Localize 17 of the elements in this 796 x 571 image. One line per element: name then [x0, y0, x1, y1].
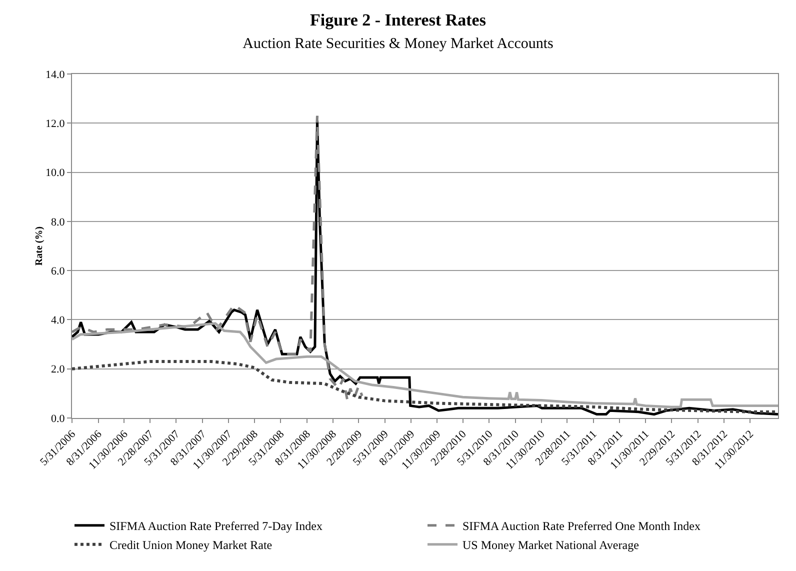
chart-title: Figure 2 - Interest Rates	[310, 10, 486, 30]
y-tick-label: 14.0	[46, 68, 66, 81]
y-tick-label: 6.0	[51, 265, 66, 278]
y-tick-label: 8.0	[51, 216, 66, 228]
legend-label: Credit Union Money Market Rate	[110, 538, 272, 552]
chart-subtitle: Auction Rate Securities & Money Market Accounts	[242, 36, 554, 52]
y-tick-label: 10.0	[46, 167, 66, 180]
y-tick-label: 4.0	[51, 314, 66, 327]
line-series	[72, 322, 778, 408]
y-tick-label: 2.0	[51, 364, 66, 376]
legend-label: US Money Market National Average	[462, 538, 639, 552]
legend-label: SIFMA Auction Rate Preferred 7-Day Index	[110, 519, 322, 534]
y-tick-label: 0.0	[51, 412, 66, 425]
line-series	[72, 360, 778, 414]
legend-label: SIFMA Auction Rate Preferred One Month Index	[462, 519, 700, 534]
y-axis-title: Rate (%)	[34, 226, 45, 266]
y-tick-label: 12.0	[46, 118, 66, 130]
